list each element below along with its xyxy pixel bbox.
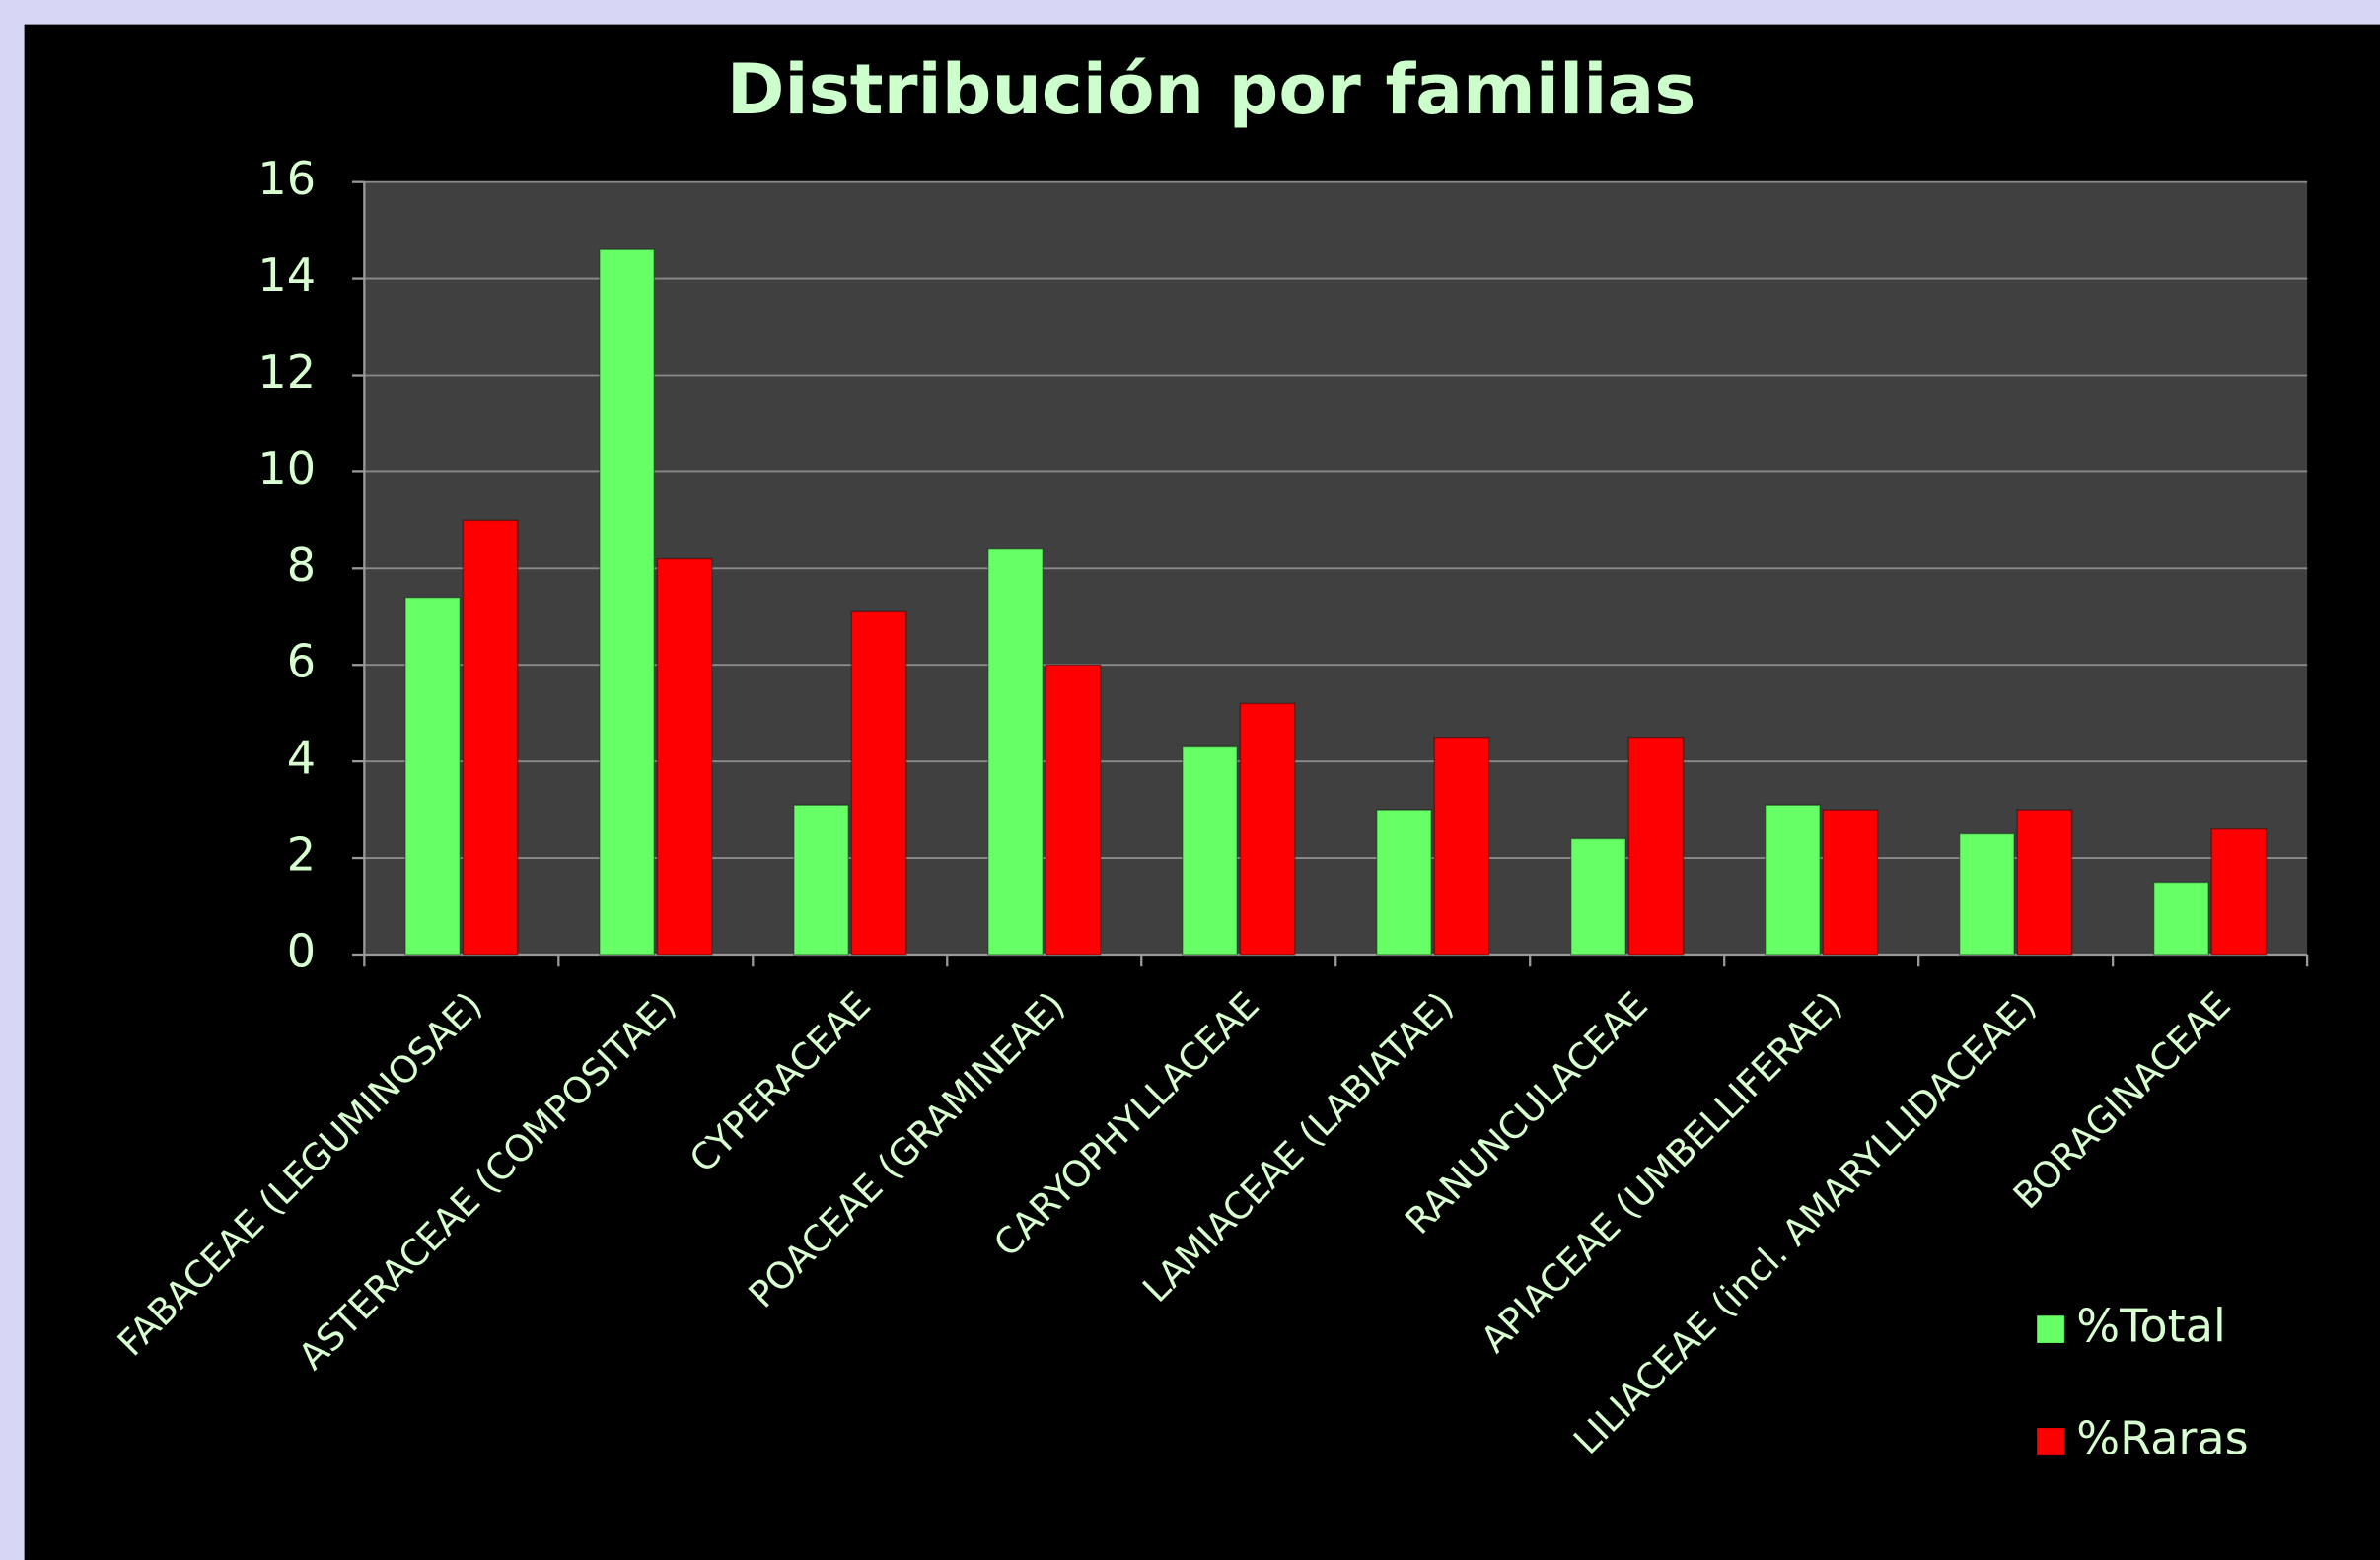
bar (404, 596, 462, 956)
y-tick-label: 2 (287, 828, 316, 882)
y-tick-label: 16 (257, 152, 316, 205)
bar (1764, 804, 1821, 956)
bar (987, 547, 1044, 956)
bar (850, 610, 907, 956)
y-tick-label: 12 (257, 345, 316, 398)
bar (1822, 809, 1879, 956)
legend-label: %Total (2076, 1300, 2226, 1353)
bar (1239, 702, 1296, 956)
y-tick-label: 10 (257, 442, 316, 495)
bar (1569, 837, 1626, 956)
y-tick-label: 4 (287, 732, 316, 785)
bar (462, 519, 519, 956)
legend-swatch (2037, 1428, 2064, 1455)
bar (2016, 809, 2073, 956)
bar (1182, 745, 1238, 956)
bar (1433, 736, 1490, 956)
bar (2210, 827, 2268, 956)
bar (793, 804, 850, 956)
bar (1045, 664, 1102, 956)
bar (1627, 736, 1685, 956)
bar (599, 248, 656, 956)
legend-label: %Raras (2076, 1411, 2249, 1464)
bar (1958, 832, 2015, 956)
legend-swatch (2037, 1315, 2064, 1343)
bar (2152, 881, 2209, 956)
y-tick-label: 8 (287, 538, 316, 592)
y-tick-label: 0 (287, 924, 316, 977)
bar (1376, 809, 1432, 956)
y-tick-label: 14 (257, 248, 316, 302)
y-tick-label: 6 (287, 635, 316, 688)
bar (656, 557, 713, 956)
chart-title: Distribución por familias (727, 48, 1696, 130)
